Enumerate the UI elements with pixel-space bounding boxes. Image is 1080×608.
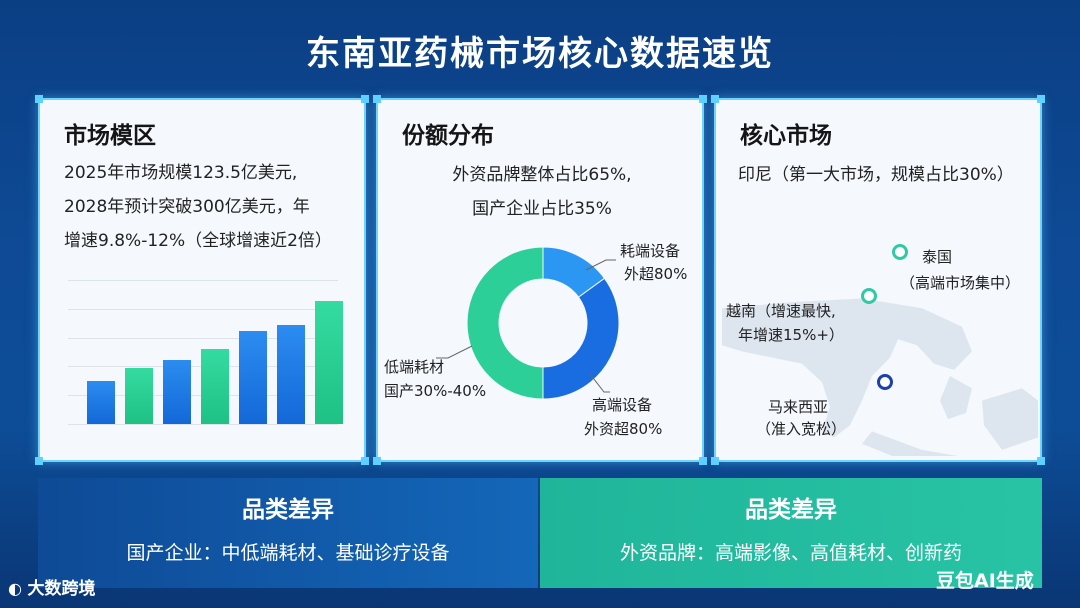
bar-2 [125, 368, 153, 424]
bar-3 [163, 360, 191, 424]
bar-4 [201, 348, 229, 424]
thailand-marker [892, 244, 908, 260]
donut-label-consumable-title: 耗端设备 [620, 242, 681, 260]
bottom-left-title: 品类差异 [242, 497, 334, 523]
market-panel: 市场模区 2025年市场规模123.5亿美元, 2028年预计突破300亿美元，… [35, 95, 369, 465]
corner-marker [35, 457, 43, 465]
bottom-right-box: 品类差异 外资品牌：高端影像、高值耗材、创新药 [540, 478, 1042, 588]
donut-label-highend-title: 高端设备 [592, 396, 653, 414]
corner-marker [361, 457, 369, 465]
corner-marker [373, 457, 381, 465]
donut-chart [436, 246, 620, 400]
market-heading: 市场模区 [64, 123, 156, 149]
bar-7 [315, 300, 343, 424]
corner-marker [1037, 457, 1045, 465]
vietnam-label: 越南（增速最快, [726, 302, 836, 320]
vietnam-note: 年增速15%+） [738, 326, 844, 344]
donut-leader-line-2 [589, 373, 610, 393]
vietnam-marker [861, 288, 877, 304]
malaysia-marker [877, 374, 893, 390]
corner-marker [35, 95, 43, 103]
core-market-panel: 核心市场 印尼（第一大市场，规模占比30%） 泰国 （高端市场集中） 越南（增速… [711, 95, 1045, 465]
core-heading: 核心市场 [740, 123, 832, 149]
bottom-left-body: 国产企业：中低端耗材、基础诊疗设备 [126, 542, 450, 564]
bar-chart-gridline [68, 280, 338, 281]
donut-label-highend-value: 外资超80% [584, 420, 663, 438]
southeast-asia-map [722, 298, 1038, 456]
thailand-label: 泰国 [922, 248, 953, 266]
donut-leader-line-3 [436, 345, 473, 359]
share-panel: 份额分布 外资品牌整体占比65%, 国产企业占比35% 耗端设备 外超80% 高… [373, 95, 707, 465]
corner-marker [1037, 95, 1045, 103]
malaysia-note: （准入宽松） [756, 420, 847, 438]
thailand-note: （高端市场集中） [900, 274, 1021, 292]
bar-chart [68, 280, 343, 425]
watermark-right: 豆包AI生成 [936, 570, 1034, 592]
share-line-1: 外资品牌整体占比65%, [452, 165, 632, 185]
page-title: 东南亚药械市场核心数据速览 [306, 34, 774, 74]
donut-slice-3 [466, 246, 544, 400]
market-line-2: 2028年预计突破300亿美元，年 [64, 197, 310, 217]
bar-5 [239, 331, 267, 424]
market-line-1: 2025年市场规模123.5亿美元, [64, 163, 298, 183]
share-line-2: 国产企业占比35% [472, 199, 612, 219]
donut-leader-line-1 [585, 259, 616, 271]
watermark-left: 大数跨境 [27, 579, 96, 599]
logo-icon: ◐ [8, 579, 28, 598]
corner-marker [373, 95, 381, 103]
bar-chart-gridline [68, 308, 338, 310]
bottom-right-title: 品类差异 [745, 497, 837, 523]
bar-6 [277, 324, 305, 424]
bar-chart-gridline [68, 424, 338, 425]
core-line: 印尼（第一大市场，规模占比30%） [738, 165, 1014, 185]
corner-marker [361, 95, 369, 103]
bar-chart-gridline [68, 337, 338, 339]
corner-marker [699, 95, 707, 103]
bottom-right-body: 外资品牌：高端影像、高值耗材、创新药 [619, 542, 962, 564]
donut-label-low-title: 低端耗材 [384, 358, 445, 376]
corner-marker [711, 95, 719, 103]
donut-slice-2 [542, 277, 620, 400]
market-line-3: 增速9.8%-12%（全球增速近2倍） [64, 231, 332, 251]
bottom-left-box: 品类差异 国产企业：中低端耗材、基础诊疗设备 [38, 478, 538, 588]
brand-logo: ◐ 大数跨境 [8, 574, 96, 599]
donut-label-consumable-value: 外超80% [624, 265, 688, 283]
corner-marker [699, 457, 707, 465]
bar-1 [87, 380, 115, 424]
malaysia-label: 马来西亚 [768, 398, 829, 416]
donut-label-low-value: 国产30%-40% [384, 382, 487, 400]
corner-marker [711, 457, 719, 465]
share-heading: 份额分布 [402, 123, 494, 149]
